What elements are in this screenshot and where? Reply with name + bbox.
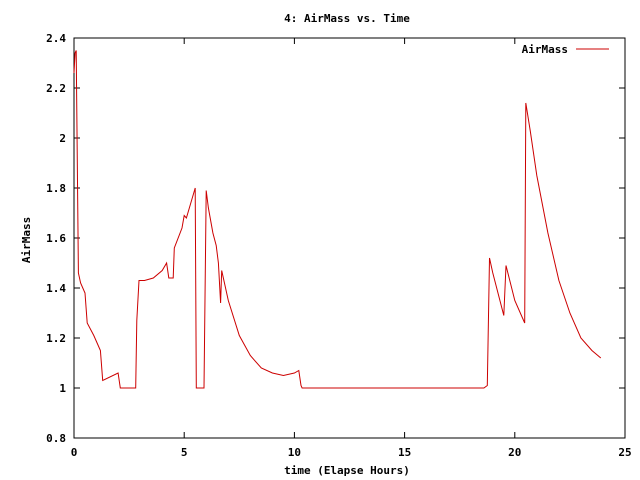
y-tick-label: 2.2: [46, 82, 66, 95]
y-tick-label: 0.8: [46, 432, 66, 445]
series-line-airmass: [73, 50, 602, 389]
plot-frame: [73, 37, 626, 439]
x-axis-label: time (Elapse Hours): [284, 464, 410, 477]
y-tick-label: 1.6: [46, 232, 66, 245]
y-tick-label: 1: [59, 382, 66, 395]
series-layer: [73, 50, 602, 389]
x-tick-label: 25: [618, 446, 631, 459]
y-tick-label: 2.4: [46, 32, 66, 45]
y-tick-label: 1.2: [46, 332, 66, 345]
x-tick-label: 0: [71, 446, 78, 459]
y-tick-label: 2: [59, 132, 66, 145]
y-axis-label: AirMass: [20, 217, 33, 263]
legend: AirMass: [522, 43, 609, 56]
y-axis: 0.8 1 1.2 1.4 1.6 1.8 2 2.2 2.4: [46, 32, 625, 445]
x-axis: 0 5 10 15 20 25: [71, 38, 632, 459]
x-tick-label: 10: [288, 446, 301, 459]
chart-title: 4: AirMass vs. Time: [284, 12, 410, 25]
x-tick-label: 15: [398, 446, 411, 459]
legend-label: AirMass: [522, 43, 568, 56]
y-tick-label: 1.8: [46, 182, 66, 195]
x-tick-label: 20: [508, 446, 521, 459]
y-tick-label: 1.4: [46, 282, 66, 295]
x-tick-label: 5: [181, 446, 188, 459]
